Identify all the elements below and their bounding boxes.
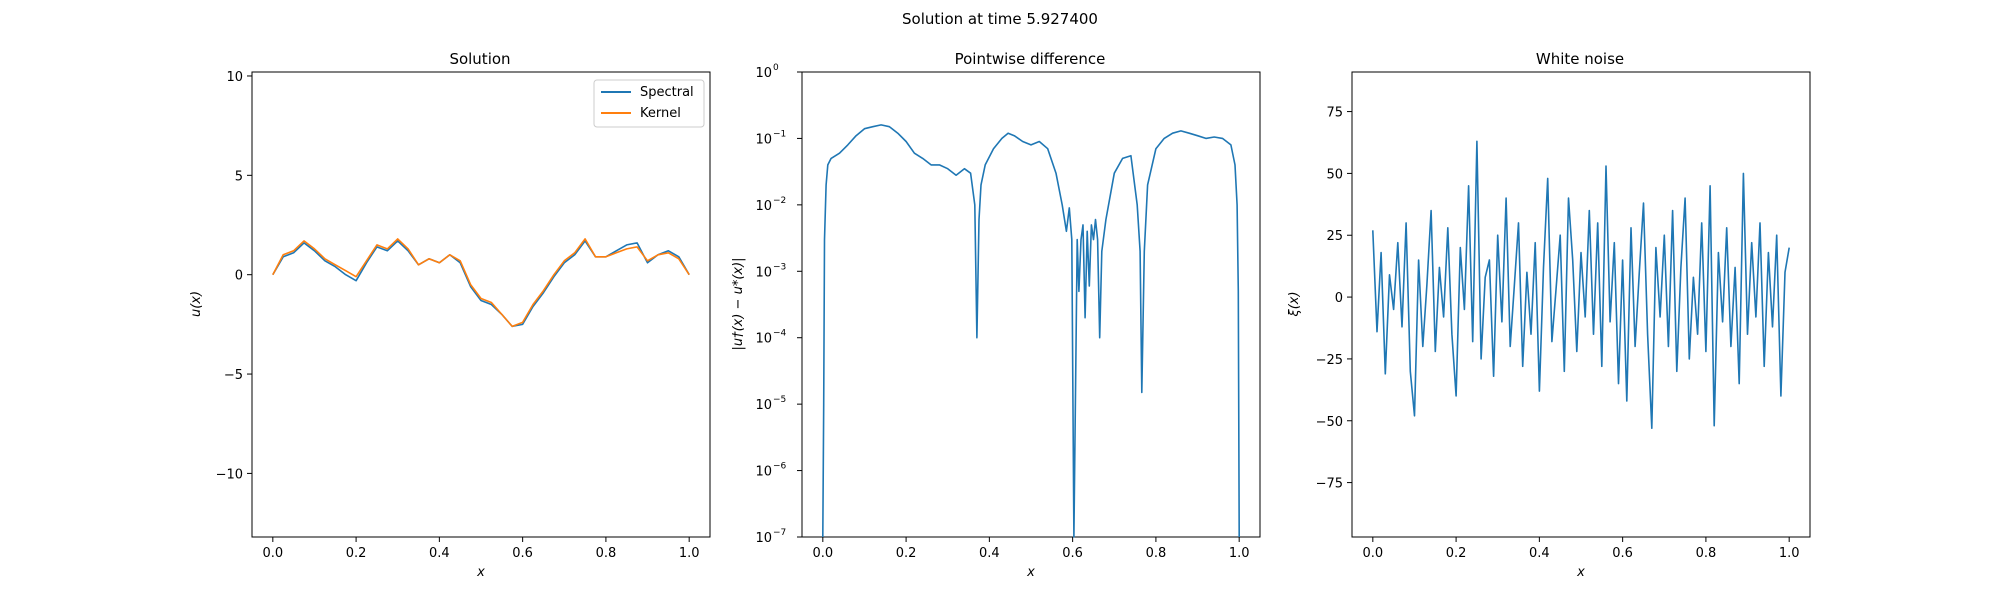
noise-x-ticks: 0.0 0.2 0.4 0.6 0.8 1.0: [1362, 537, 1800, 561]
figure-suptitle: Solution at time 5.927400: [902, 10, 1098, 28]
difference-title: Pointwise difference: [955, 50, 1106, 68]
solution-title: Solution: [449, 50, 510, 68]
y-tick-exponent: 0: [773, 63, 779, 73]
x-tick-label: 0.0: [1362, 546, 1383, 561]
difference-axes-frame: [801, 71, 1261, 538]
y-tick-label: −50: [1316, 415, 1343, 430]
y-tick-label: 10: [755, 531, 772, 546]
noise-xlabel: x: [1576, 565, 1585, 580]
solution-xlabel: x: [476, 565, 485, 580]
x-tick-label: 0.8: [1696, 546, 1717, 561]
difference-ylabel: |u†(x) − u*(x)|: [731, 257, 746, 350]
y-tick-label: 10: [755, 132, 772, 147]
difference-series-line-0: [822, 124, 1240, 538]
y-tick-label: −10: [216, 467, 243, 482]
solution-ylabel: u(x): [189, 291, 204, 317]
x-tick-label: 0.2: [1446, 546, 1467, 561]
y-tick-exponent: −4: [773, 329, 787, 339]
y-tick-label: −25: [1316, 353, 1343, 368]
y-tick-label: −5: [224, 368, 243, 383]
x-tick-label: 0.8: [596, 546, 617, 561]
y-tick-label: 10: [755, 66, 772, 81]
y-tick-exponent: −5: [773, 395, 786, 405]
x-tick-label: 0.2: [346, 546, 367, 561]
noise-ylabel: ξ(x): [1287, 291, 1302, 317]
y-tick-exponent: −3: [773, 262, 786, 272]
y-tick-exponent: −7: [773, 528, 786, 538]
legend-label-spectral: Spectral: [640, 85, 694, 100]
y-tick-label: 10: [755, 199, 772, 214]
x-tick-label: 0.4: [979, 546, 1000, 561]
x-tick-label: 0.6: [1062, 546, 1083, 561]
y-tick-label: 0: [1335, 291, 1343, 306]
solution-legend: Spectral Kernel: [593, 79, 705, 128]
noise-panel: White noise 0.0 0.2 0.4 0.6 0.8 1.0 −75 −50 −25…: [1287, 50, 1811, 580]
x-tick-label: 0.2: [896, 546, 917, 561]
x-tick-label: 0.8: [1146, 546, 1167, 561]
solution-x-ticks: 0.0 0.2 0.4 0.6 0.8 1.0: [262, 537, 700, 561]
solution-series-line-kernel: [272, 238, 690, 328]
y-tick-label: 0: [235, 269, 243, 284]
y-tick-label: 10: [755, 265, 772, 280]
x-tick-label: 0.0: [262, 546, 283, 561]
y-tick-label: 10: [755, 398, 772, 413]
solution-axes-frame: [251, 71, 711, 538]
x-tick-label: 0.4: [429, 546, 450, 561]
y-tick-label: 25: [1326, 229, 1343, 244]
legend-label-kernel: Kernel: [640, 106, 681, 121]
y-tick-exponent: −6: [773, 462, 787, 472]
y-tick-label: 5: [235, 169, 243, 184]
x-tick-label: 1.0: [1779, 546, 1800, 561]
y-tick-label: 10: [755, 465, 772, 480]
difference-panel: Pointwise difference 0.0 0.2 0.4 0.6 0.8 1.0 …: [731, 50, 1261, 580]
y-tick-label: 10: [226, 70, 243, 85]
noise-title: White noise: [1536, 50, 1624, 68]
noise-series-line-0: [1372, 140, 1790, 430]
difference-series: [822, 124, 1240, 538]
solution-series-line-spectral: [272, 240, 690, 328]
x-tick-label: 0.0: [812, 546, 833, 561]
noise-series: [1372, 140, 1790, 430]
x-tick-label: 1.0: [679, 546, 700, 561]
y-tick-label: −75: [1316, 477, 1343, 492]
y-tick-label: 75: [1326, 106, 1343, 121]
x-tick-label: 0.4: [1529, 546, 1550, 561]
y-tick-label: 50: [1326, 167, 1343, 182]
y-tick-label: 10: [755, 332, 772, 347]
difference-xlabel: x: [1026, 565, 1035, 580]
noise-axes-frame: [1351, 71, 1811, 538]
x-tick-label: 1.0: [1229, 546, 1250, 561]
y-tick-exponent: −1: [773, 129, 786, 139]
noise-y-ticks: −75 −50 −25 0 25 50 75: [1316, 106, 1352, 492]
x-tick-label: 0.6: [1612, 546, 1633, 561]
solution-series: [272, 238, 690, 328]
y-tick-exponent: −2: [773, 196, 786, 206]
solution-y-ticks: −10 −5 0 5 10: [216, 70, 252, 482]
difference-x-ticks: 0.0 0.2 0.4 0.6 0.8 1.0: [812, 537, 1250, 561]
x-tick-label: 0.6: [512, 546, 533, 561]
